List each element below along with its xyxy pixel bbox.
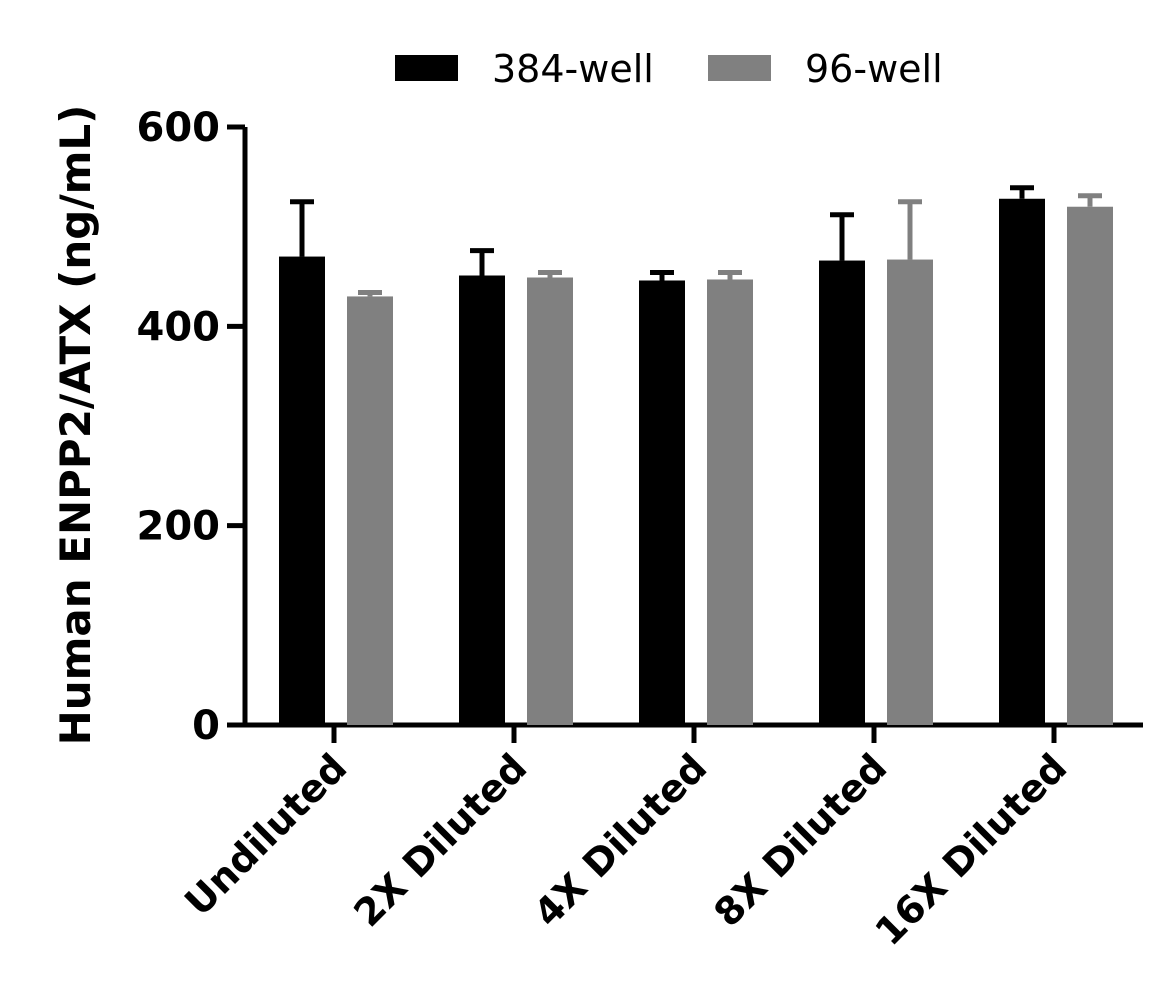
bar-384-well	[999, 198, 1045, 725]
x-tick-label: 4X Diluted	[525, 745, 715, 935]
y-tick-label: 600	[137, 105, 221, 151]
bar-384-well	[279, 256, 325, 725]
bar-96-well	[347, 296, 393, 725]
legend-label-384-well: 384-well	[492, 47, 654, 91]
y-tick-label: 0	[192, 703, 220, 749]
y-tick-label: 400	[137, 304, 221, 350]
legend-label-96-well: 96-well	[805, 47, 943, 91]
legend-swatch-96-well	[708, 55, 771, 81]
x-tick-label: 16X Diluted	[867, 745, 1076, 954]
bar-96-well	[887, 259, 933, 725]
x-tick-label: Undiluted	[176, 745, 355, 924]
bar-96-well	[707, 279, 753, 725]
legend: 384-well 96-well	[395, 47, 943, 91]
y-tick-label: 200	[137, 504, 221, 550]
y-axis-title: Human ENPP2/ATX (ng/mL)	[51, 105, 100, 746]
bar-384-well	[819, 260, 865, 725]
bar-384-well	[459, 275, 505, 725]
bar-96-well	[1067, 206, 1113, 725]
x-tick-label: 2X Diluted	[345, 745, 535, 935]
bar-96-well	[527, 277, 573, 725]
legend-swatch-384-well	[395, 55, 458, 81]
x-tick-label: 8X Diluted	[705, 745, 895, 935]
bar-384-well	[639, 280, 685, 725]
